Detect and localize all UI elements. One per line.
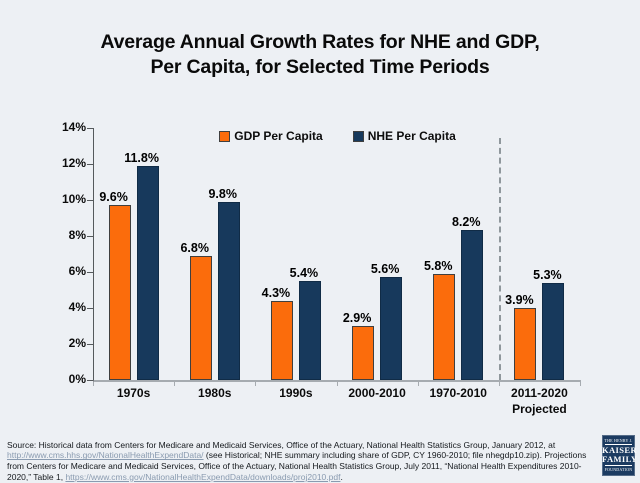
source-link-projections[interactable]: https://www.cms.gov/NationalHealthExpend… bbox=[65, 472, 340, 482]
x-axis-category-text: 1990s bbox=[255, 385, 336, 401]
kff-logo-line4: FOUNDATION bbox=[602, 467, 635, 472]
y-axis-tick-label: 12% bbox=[40, 156, 86, 170]
y-axis-tick-mark bbox=[87, 380, 93, 381]
x-axis-category-text: 2011-2020 bbox=[499, 385, 580, 401]
x-axis-category-label: 1970-2010 bbox=[418, 385, 499, 401]
y-axis-tick-label: 0% bbox=[40, 372, 86, 386]
bar-nhe-2000-2010 bbox=[380, 277, 402, 380]
bar-value-label: 4.3% bbox=[262, 286, 291, 300]
bar-nhe-1970-2010 bbox=[461, 230, 483, 380]
bar-group-1970-2010: 5.8% 8.2% bbox=[418, 128, 499, 380]
chart-title-line1: Average Annual Growth Rates for NHE and … bbox=[100, 31, 539, 53]
bar-nhe-1990s bbox=[299, 281, 321, 380]
y-axis-tick-label: 10% bbox=[40, 192, 86, 206]
bar-group-1970s: 9.6% 11.8% bbox=[93, 128, 174, 380]
y-axis-tick-label: 6% bbox=[40, 264, 86, 278]
kff-logo-rule-bottom bbox=[605, 465, 632, 466]
bar-value-label: 2.9% bbox=[343, 311, 372, 325]
y-axis-tick-label: 14% bbox=[40, 120, 86, 134]
x-axis-category-label: 1970s bbox=[93, 385, 174, 401]
x-axis-category-text: 1970-2010 bbox=[418, 385, 499, 401]
y-axis-tick-label: 2% bbox=[40, 336, 86, 350]
source-link-historical[interactable]: http://www.cms.hhs.gov/NationalHealthExp… bbox=[7, 450, 204, 460]
bar-gdp-1970s bbox=[109, 205, 131, 380]
x-axis-category-label: 2011-2020Projected bbox=[499, 385, 580, 417]
bar-value-label: 9.8% bbox=[208, 187, 237, 201]
bar-value-label: 5.4% bbox=[290, 266, 319, 280]
bar-value-label: 11.8% bbox=[124, 151, 159, 165]
y-axis-tick-label: 4% bbox=[40, 300, 86, 314]
bar-gdp-2000-2010 bbox=[352, 326, 374, 380]
kff-logo-line3: FAMILY bbox=[602, 455, 635, 464]
chart-title: Average Annual Growth Rates for NHE and … bbox=[0, 30, 640, 80]
bar-gdp-1980s bbox=[190, 256, 212, 380]
x-axis-category-label: 2000-2010 bbox=[337, 385, 418, 401]
source-text-1: Source: Historical data from Centers for… bbox=[7, 440, 555, 450]
bar-value-label: 6.8% bbox=[180, 241, 209, 255]
bar-value-label: 3.9% bbox=[505, 293, 534, 307]
bar-value-label: 5.6% bbox=[371, 262, 400, 276]
x-axis-category-text: 2000-2010 bbox=[337, 385, 418, 401]
chart-figure: Average Annual Growth Rates for NHE and … bbox=[0, 0, 640, 480]
bar-nhe-1970s bbox=[137, 166, 159, 380]
bar-value-label: 9.6% bbox=[99, 190, 128, 204]
bar-nhe-1980s bbox=[218, 202, 240, 380]
bar-nhe-2011-2020 bbox=[542, 283, 564, 380]
bar-group-2011-2020: 3.9% 5.3% bbox=[499, 128, 580, 380]
bar-gdp-1970-2010 bbox=[433, 274, 455, 380]
bar-gdp-2011-2020 bbox=[514, 308, 536, 380]
x-axis-category-sublabel: Projected bbox=[499, 401, 580, 417]
x-axis-category-label: 1980s bbox=[174, 385, 255, 401]
x-axis-category-text: 1980s bbox=[174, 385, 255, 401]
bar-value-label: 8.2% bbox=[452, 215, 481, 229]
bar-group-1980s: 6.8% 9.8% bbox=[174, 128, 255, 380]
kff-logo-line1: THE HENRY J. bbox=[602, 438, 635, 443]
chart-title-line2: Per Capita, for Selected Time Periods bbox=[0, 55, 640, 80]
bar-gdp-1990s bbox=[271, 301, 293, 380]
x-axis-category-text: 1970s bbox=[93, 385, 174, 401]
x-axis-tick-mark bbox=[580, 382, 581, 386]
source-note: Source: Historical data from Centers for… bbox=[7, 440, 603, 483]
bar-group-2000-2010: 2.9% 5.6% bbox=[337, 128, 418, 380]
x-axis-category-label: 1990s bbox=[255, 385, 336, 401]
y-axis-tick-label: 8% bbox=[40, 228, 86, 242]
bar-group-1990s: 4.3% 5.4% bbox=[255, 128, 336, 380]
bar-value-label: 5.8% bbox=[424, 259, 453, 273]
source-text-3: . bbox=[340, 472, 342, 482]
bar-value-label: 5.3% bbox=[533, 268, 562, 282]
kff-logo: THE HENRY J. KAISER FAMILY FOUNDATION bbox=[602, 435, 635, 476]
